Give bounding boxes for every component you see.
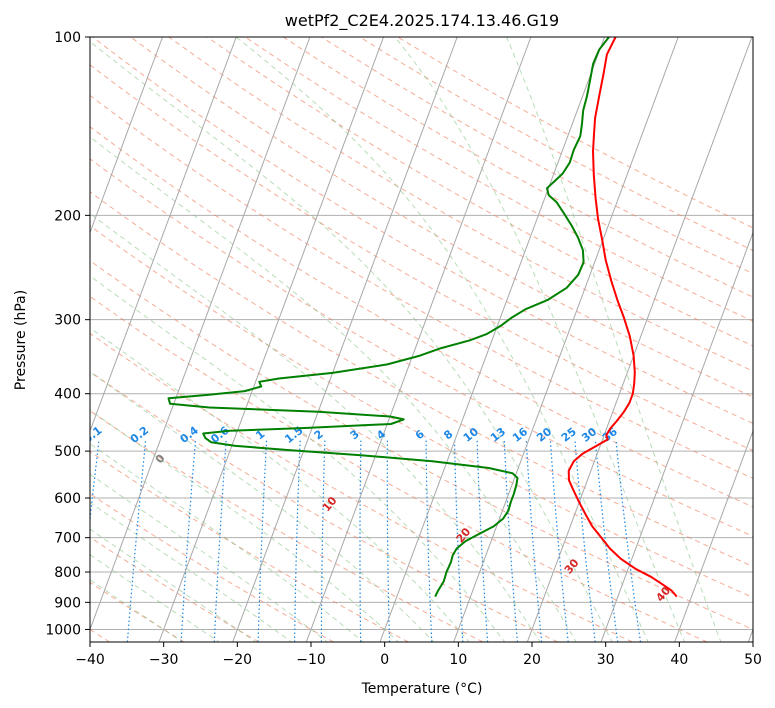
moist-adiabat-line — [90, 40, 613, 642]
moist-adiabat-line — [90, 327, 470, 642]
dry-adiabat-line — [90, 94, 753, 479]
moist-adiabat-line — [90, 554, 221, 642]
y-tick-label: 900 — [54, 595, 81, 611]
chart-title: wetPf2_C2E4.2025.174.13.46.G19 — [285, 11, 559, 31]
dry-adiabat-line — [90, 536, 260, 642]
y-tick-label: 700 — [54, 531, 81, 547]
isotherm-line — [90, 37, 164, 234]
mixing-ratio-line — [549, 440, 569, 642]
y-tick-label: 400 — [54, 387, 81, 403]
isotherms — [90, 37, 753, 642]
mixing-ratio-line — [320, 440, 326, 642]
dry-adiabat-line — [90, 260, 753, 630]
x-axis-label: Temperature (°C) — [361, 681, 483, 697]
dry-adiabat-line — [92, 37, 753, 425]
isotherm-line — [90, 37, 311, 631]
moist-adiabat-line — [394, 37, 686, 642]
y-tick-label: 100 — [54, 30, 81, 46]
x-tick-label: −10 — [296, 652, 326, 668]
mixing-ratio-line — [359, 440, 362, 642]
x-tick-label: 50 — [744, 652, 762, 668]
y-tick-label: 500 — [54, 444, 81, 460]
moist-adiabat-line — [90, 371, 435, 642]
isotherm-line — [232, 37, 458, 642]
mixing-ratio-line — [126, 440, 147, 642]
moist-adiabat-line — [90, 579, 184, 642]
x-tick-label: −30 — [149, 652, 179, 668]
isotherm-line — [158, 37, 385, 642]
mixing-ratio-line — [213, 440, 227, 642]
isotherm-line — [526, 37, 753, 642]
dry-adiabat-line — [168, 37, 753, 372]
dry-adiabat-line — [90, 225, 753, 599]
profile-lines — [167, 37, 678, 598]
dry-adiabat-line — [90, 493, 334, 642]
dewpoint-profile — [167, 37, 610, 598]
plot-frame — [89, 36, 754, 643]
mixing-ratio-line — [574, 440, 596, 642]
x-tick-label: −40 — [75, 652, 105, 668]
isotherm-line — [453, 37, 679, 642]
moist-adiabats — [90, 37, 722, 642]
y-axis-ticks: 100 200 300 400 500 600 700 800 900 1000 — [45, 30, 90, 638]
mixing-ratio-line — [453, 440, 464, 642]
x-axis-ticks: −40 −30 −20 −10 0 10 20 30 40 50 — [75, 642, 762, 668]
moist-adiabat-line — [90, 443, 364, 642]
x-tick-label: −20 — [223, 652, 253, 668]
mixing-ratio-line — [425, 440, 433, 642]
x-tick-label: 0 — [380, 652, 389, 668]
mixing-ratio-line — [615, 440, 642, 642]
moist-adiabat-line — [90, 275, 506, 642]
moist-adiabat-line — [90, 136, 577, 642]
moist-adiabat-line — [90, 501, 293, 642]
isotherm-line — [600, 231, 753, 642]
dry-adiabat-line — [90, 191, 753, 568]
y-tick-label: 1000 — [45, 622, 81, 638]
x-tick-label: 10 — [449, 652, 467, 668]
mixing-ratio-lines — [90, 440, 642, 642]
moist-adiabat-line — [90, 409, 400, 642]
moist-adiabat-line — [506, 37, 722, 642]
x-tick-label: 20 — [523, 652, 541, 668]
isotherm-line — [379, 37, 606, 642]
dry-adiabat-line — [90, 158, 753, 537]
isotherm-line — [674, 429, 753, 642]
isotherm-line — [305, 37, 532, 642]
x-tick-label: 40 — [670, 652, 688, 668]
mixing-ratio-line — [525, 440, 543, 642]
y-axis-label: Pressure (hPa) — [13, 290, 29, 390]
isotherm-line — [90, 37, 237, 433]
y-tick-label: 200 — [54, 208, 81, 224]
dry-adiabat-line — [90, 295, 708, 642]
mixing-ratio-line — [180, 440, 196, 642]
dry-adiabat-line — [90, 370, 558, 642]
mixing-ratio-line — [594, 440, 619, 642]
y-tick-label: 800 — [54, 565, 81, 581]
mixing-ratio-line — [257, 440, 268, 642]
temperature-profile — [567, 37, 678, 598]
moist-adiabat-line — [235, 37, 649, 642]
plot-background — [90, 37, 753, 642]
dry-adiabat-line — [90, 410, 484, 642]
dry-adiabat-line — [244, 37, 753, 322]
mixing-ratio-line — [503, 440, 519, 642]
y-tick-label: 300 — [54, 313, 81, 329]
x-tick-label: 30 — [597, 652, 615, 668]
moist-adiabat-line — [90, 528, 257, 642]
mixing-ratio-line — [294, 440, 301, 642]
mixing-ratio-line — [476, 440, 489, 642]
y-tick-label: 600 — [54, 491, 81, 507]
